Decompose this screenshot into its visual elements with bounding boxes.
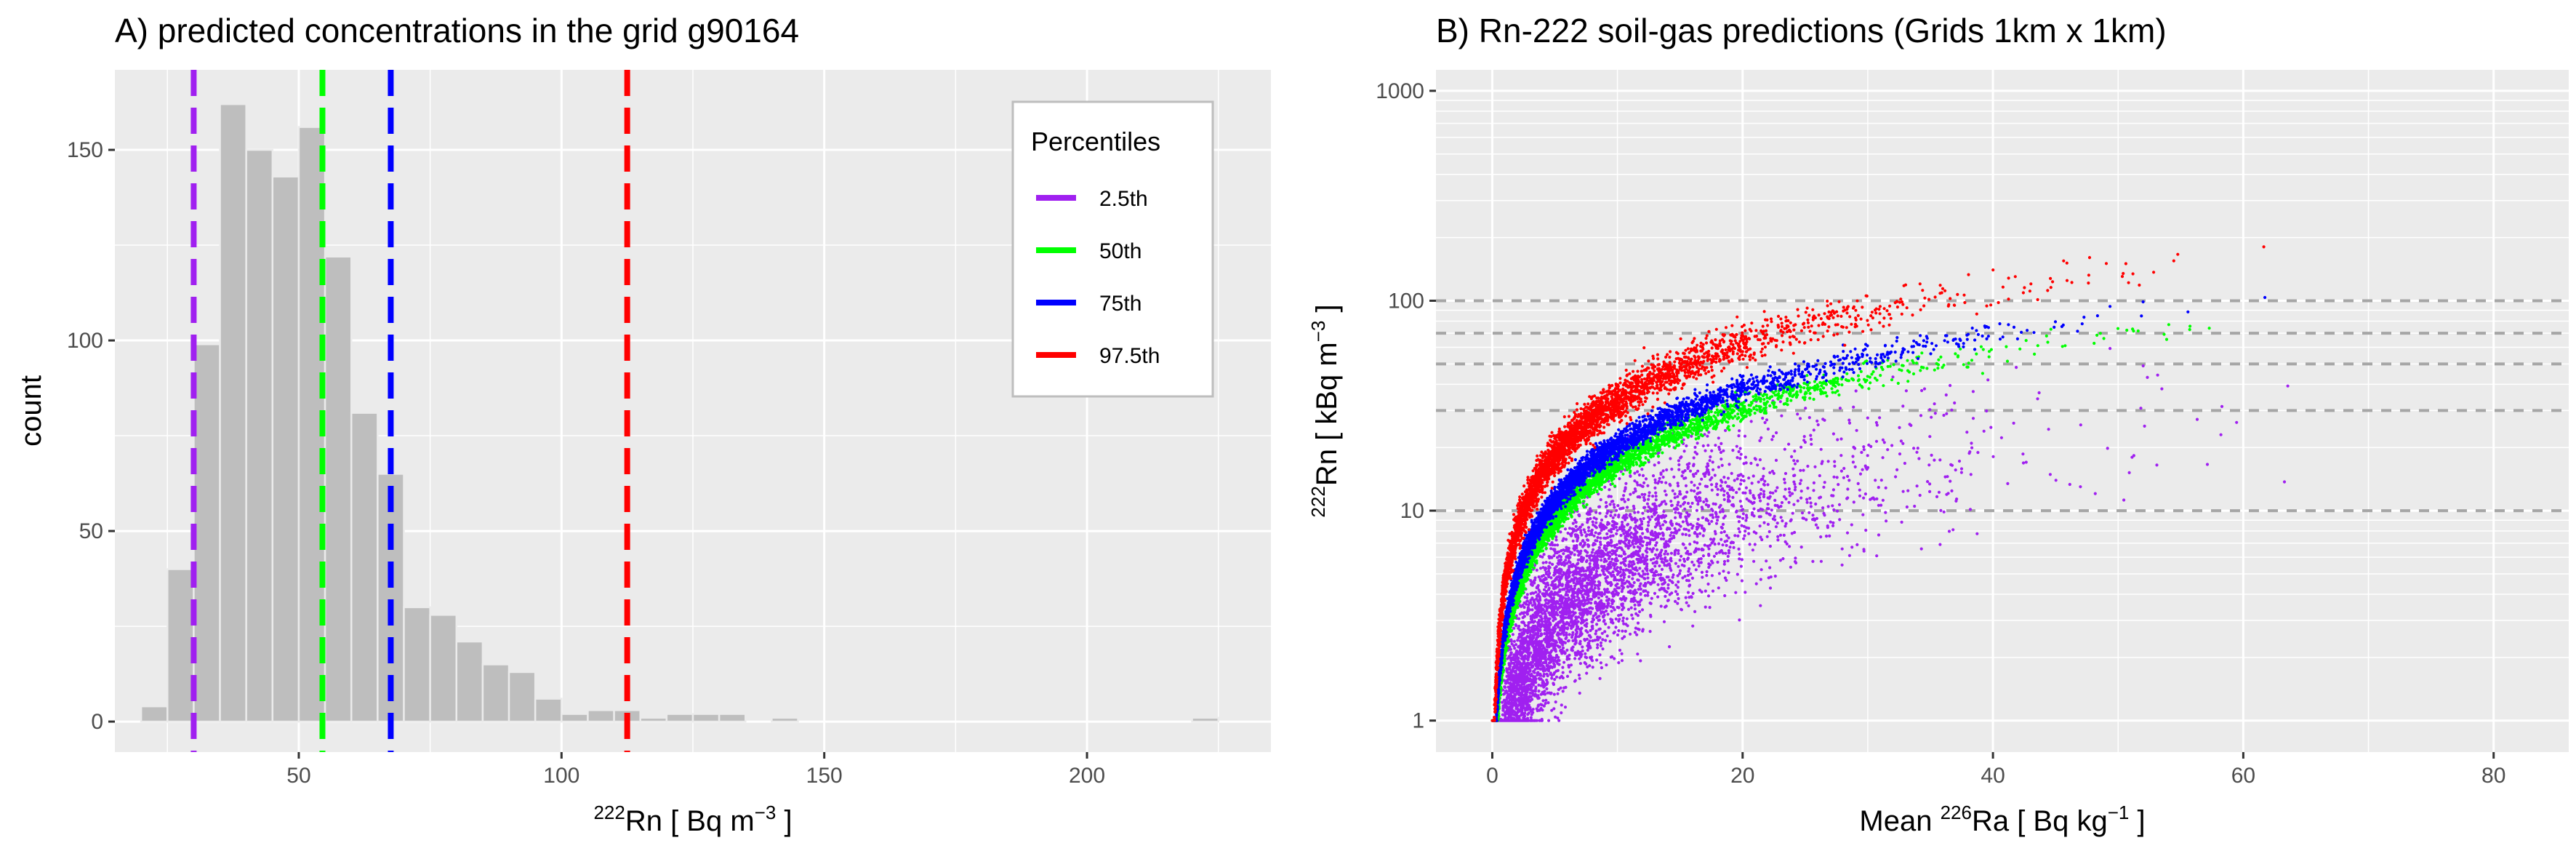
histogram-bar — [219, 103, 247, 723]
legend-label: 75th — [1099, 292, 1141, 316]
x-tick-label: 20 — [1730, 764, 1754, 788]
histogram-bar — [534, 698, 563, 723]
histogram-bar — [166, 568, 195, 723]
histogram-bar — [403, 606, 431, 723]
panel-a-x-axis-title: 222Rn [ Bq m−3 ] — [593, 802, 792, 837]
histogram-bar — [481, 663, 510, 723]
legend: Percentiles 2.5th 50th 75th 97.5th — [1011, 100, 1214, 398]
histogram-bar — [587, 709, 615, 723]
histogram-bar — [665, 713, 694, 723]
histogram-bar — [561, 713, 589, 723]
histogram-bar — [271, 175, 300, 723]
x-tick-label: 40 — [1981, 764, 2005, 788]
histogram-bar — [771, 716, 799, 723]
y-tick-label: 100 — [1388, 289, 1424, 313]
y-tick-label: 1000 — [1376, 79, 1424, 103]
x-tick-label: 200 — [1069, 764, 1105, 788]
panel-a-histogram: A) predicted concentrations in the grid … — [15, 12, 1271, 837]
panel-a-ticks: 50 100 150 200 0 50 100 150 — [67, 138, 1105, 788]
x-tick-label: 50 — [286, 764, 310, 788]
panel-b-scatter: B) Rn-222 soil-gas predictions (Grids 1k… — [1307, 12, 2569, 837]
histogram-bar — [193, 343, 221, 723]
y-tick-label: 100 — [67, 329, 103, 353]
histogram-bar — [140, 705, 169, 723]
histogram-bar — [324, 255, 353, 723]
y-tick-label: 50 — [79, 519, 103, 543]
panel-b-title: B) Rn-222 soil-gas predictions (Grids 1k… — [1436, 12, 2167, 49]
panel-a-title: A) predicted concentrations in the grid … — [115, 12, 799, 49]
x-tick-label: 60 — [2231, 764, 2255, 788]
y-tick-label: 10 — [1400, 499, 1424, 523]
x-tick-label: 100 — [543, 764, 579, 788]
legend-label: 2.5th — [1099, 187, 1148, 211]
histogram-bar — [245, 148, 274, 723]
y-tick-label: 150 — [67, 138, 103, 162]
y-tick-label: 0 — [91, 710, 103, 734]
legend-label: 97.5th — [1099, 344, 1160, 368]
histogram-bar — [507, 671, 537, 723]
panel-b-x-axis-title: Mean 226Ra [ Bq kg−1 ] — [1859, 802, 2145, 837]
panel-b-ticks: 0 20 40 60 80 1 10 100 1000 — [1376, 79, 2505, 788]
x-tick-label: 0 — [1486, 764, 1498, 788]
histogram-bar — [429, 614, 458, 723]
x-tick-label: 80 — [2481, 764, 2505, 788]
panel-a-percentile-lines — [190, 70, 630, 752]
histogram-bar — [691, 713, 721, 723]
histogram-bar — [1191, 716, 1219, 723]
y-tick-label: 1 — [1412, 709, 1424, 733]
series-points — [1490, 245, 2266, 722]
series-points — [1490, 295, 2267, 722]
legend-title: Percentiles — [1031, 127, 1160, 156]
panel-b-points — [1490, 245, 2290, 722]
histogram-bar — [639, 716, 668, 723]
histogram-bar — [718, 713, 747, 723]
legend-label: 50th — [1099, 239, 1141, 263]
panel-a-y-axis-title: count — [15, 375, 47, 447]
histogram-bar — [350, 412, 379, 723]
panel-b-y-axis-title: 222Rn [ kBq m−3 ] — [1307, 304, 1343, 517]
histogram-bar — [455, 640, 484, 723]
panel-a-bars — [140, 103, 1219, 723]
x-tick-label: 150 — [806, 764, 843, 788]
